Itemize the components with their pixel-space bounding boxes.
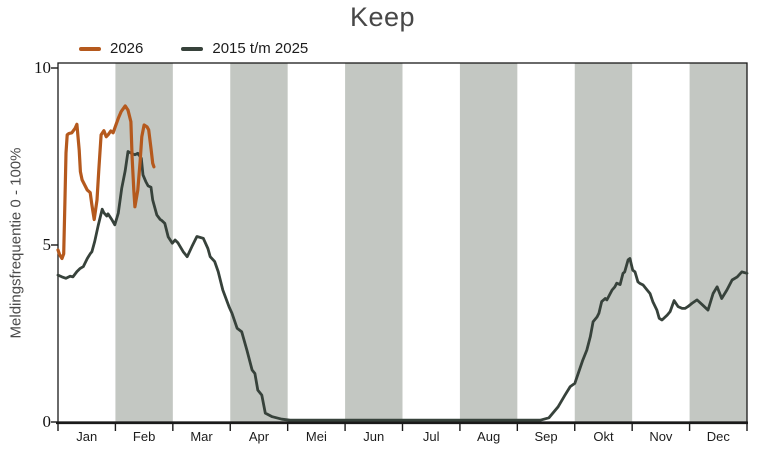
- month-label-jul: Jul: [422, 429, 440, 444]
- y-tick-label-5: 5: [42, 235, 52, 254]
- month-label-okt: Okt: [593, 429, 614, 444]
- series-lines: [56, 104, 749, 422]
- chart-title: Keep: [349, 2, 416, 32]
- month-band-Okt: [574, 63, 633, 422]
- legend-swatch-historic: [181, 46, 204, 51]
- month-label-jun: Jun: [363, 429, 385, 444]
- month-band-Jun: [345, 63, 403, 422]
- month-bands: [115, 63, 747, 422]
- y-tick-label-10: 10: [34, 58, 51, 77]
- month-label-aug: Aug: [477, 429, 501, 444]
- series-line-2026: [56, 104, 156, 261]
- axis-ticks: [51, 67, 748, 431]
- month-label-sep: Sep: [534, 429, 558, 444]
- month-band-Apr: [230, 63, 288, 422]
- legend-swatch-2026: [79, 46, 101, 51]
- month-band-Feb: [115, 63, 173, 422]
- month-label-feb: Feb: [132, 429, 156, 444]
- month-label-apr: Apr: [248, 429, 270, 444]
- month-label-jan: Jan: [76, 429, 98, 444]
- month-label-dec: Dec: [706, 429, 730, 444]
- month-label-mar: Mar: [190, 429, 213, 444]
- plot-frame: [56, 62, 748, 425]
- legend-item-historic: 2015 t/m 2025: [181, 40, 308, 57]
- month-band-Aug: [459, 63, 518, 422]
- month-label-mei: Mei: [305, 429, 327, 444]
- month-band-Dec: [689, 63, 747, 422]
- y-tick-label-0: 0: [42, 412, 52, 431]
- legend-label-historic: 2015 t/m 2025: [212, 40, 309, 57]
- month-label-nov: Nov: [649, 429, 673, 444]
- legend-item-2026: 2026: [79, 40, 143, 57]
- legend-label-2026: 2026: [110, 40, 144, 57]
- legend: 2026 2015 t/m 2025: [79, 40, 308, 57]
- series-line-2015-t-m-2025: [56, 150, 749, 422]
